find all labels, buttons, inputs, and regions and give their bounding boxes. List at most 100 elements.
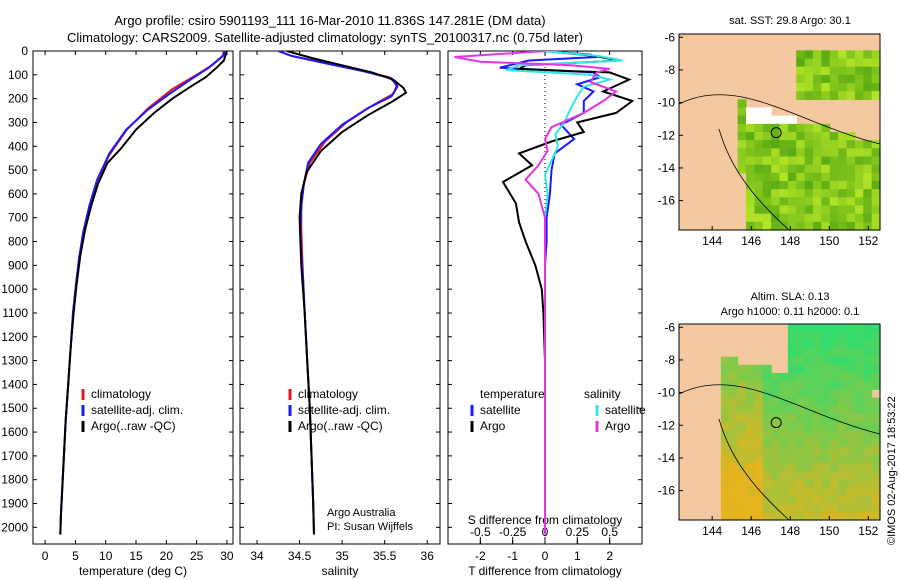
map-cell [821,197,831,207]
map-cell [779,397,789,407]
map-cell [746,422,755,431]
map-cell [829,66,839,76]
map-cell [729,454,739,464]
map-lat-label: -12 [658,418,676,432]
map-cell [779,164,789,174]
map-cell [863,205,873,215]
map-cell [838,205,848,215]
map-cell [821,74,831,84]
map-cell [829,148,839,158]
map-cell [854,479,864,488]
map-cell [779,221,789,231]
map-frame [678,323,881,521]
map-cell [863,189,873,198]
map-cell [787,348,797,358]
map-cell [729,430,739,439]
map-cell [720,405,730,415]
map-cell [771,148,781,158]
map-cell [754,156,764,166]
map-cell [821,181,831,190]
depth-tick-label: 1500 [1,401,28,415]
map-cell [829,213,839,223]
map-cell [720,422,730,431]
map-cell [821,364,831,374]
map-cell [854,462,864,472]
map-cell [771,213,781,223]
map-cell [813,189,822,198]
map-cell [762,495,772,505]
map-cell [854,511,864,521]
map-cell [854,58,864,68]
map-cell [821,454,831,464]
map-cell [787,495,797,505]
map-cell [737,364,747,374]
map-cell [804,197,814,207]
map-cell [787,324,797,333]
map-lon-label: 150 [819,234,839,248]
map-cell [779,123,789,133]
map-cell [846,74,856,84]
map-cell [737,487,747,497]
map-cell [762,181,772,190]
map-cell [796,405,806,415]
map-cell [821,405,831,415]
map-cell [871,356,881,366]
map-cell [854,438,864,448]
map-cell [821,189,831,198]
map-cell [821,172,831,182]
map-cell [821,221,831,231]
panel-frame-salinity [239,50,441,545]
map-cell [746,495,755,505]
x-tick-label: 0 [542,549,549,563]
depth-tick-label: 600 [8,187,28,201]
map-cell [737,164,747,174]
map-cell [720,364,730,374]
map-cell [746,197,755,207]
map-cell [796,132,806,141]
map-cell [796,495,806,505]
map-cell [829,389,839,399]
map-cell [804,156,814,166]
map-cell [796,83,806,92]
map-cell [796,123,806,133]
map-cell [779,148,789,158]
depth-tick-label: 1300 [1,354,28,368]
map-cell [779,495,789,505]
map-cell [854,197,864,207]
map-cell [720,487,730,497]
depth-tick-label: 400 [8,139,28,153]
map-cell [829,430,839,439]
map-cell [762,381,772,390]
map-cell [813,462,822,472]
map-cell [813,487,822,497]
map-cell [737,381,747,390]
map-cell [779,132,789,141]
map-cell [871,324,881,333]
map-cell [804,364,814,374]
map-cell [838,397,848,407]
map-cell [787,454,797,464]
legend-label: climatology [298,387,358,401]
map-cell [829,181,839,190]
map-cell [779,115,789,125]
map-cell [813,479,822,488]
map-cell [821,356,831,366]
map-cell [838,332,848,341]
s-tick-label: 0.5 [601,525,618,539]
map-cell [804,503,814,513]
map-cell [754,511,764,521]
x-tick-label: -1 [507,549,518,563]
map-cell [829,156,839,166]
map-cell [863,197,873,207]
map-cell [863,332,873,341]
map-cell [762,172,772,182]
map-cell [871,397,881,407]
map-cell [871,503,881,513]
map-cell [796,364,806,374]
map-cell [829,140,839,149]
map-cell [813,213,822,223]
map-cell [754,446,764,456]
map-cell [829,364,839,374]
map-cell [771,181,781,190]
map-cell [762,213,772,223]
